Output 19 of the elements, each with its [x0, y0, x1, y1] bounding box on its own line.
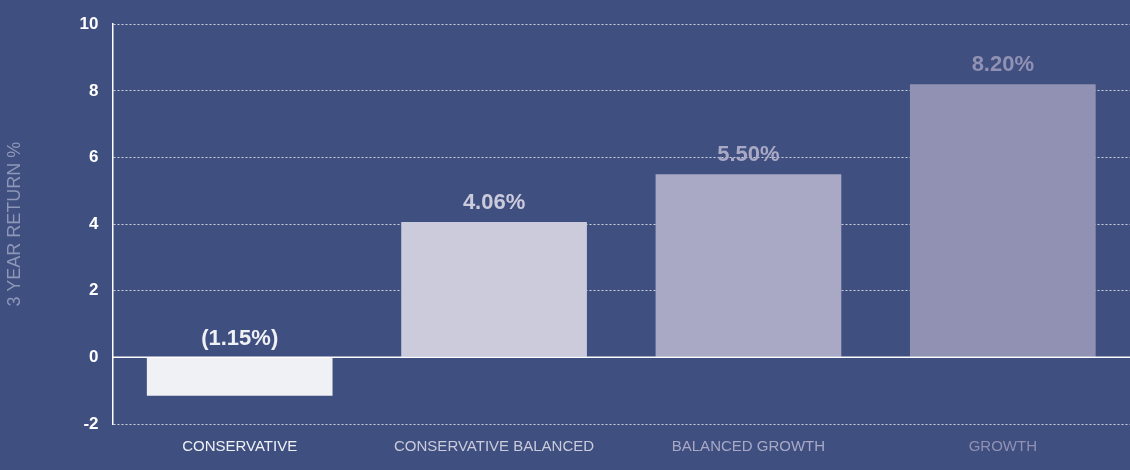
y-tick-label: 2 [89, 280, 99, 300]
x-tick-label: GROWTH [968, 437, 1037, 455]
bar [909, 84, 1096, 357]
data-label: 4.06% [462, 189, 526, 215]
y-tick-label: 8 [89, 80, 99, 100]
bar [146, 357, 333, 396]
data-label: (1.15%) [201, 324, 279, 350]
y-tick-label: 6 [89, 147, 99, 167]
x-tick-label: CONSERVATIVE [182, 437, 298, 455]
y-tick-label: 0 [89, 347, 99, 367]
data-label: 8.20% [971, 51, 1035, 77]
x-tick-label: BALANCED GROWTH [671, 437, 826, 455]
y-tick-label: -2 [83, 413, 99, 433]
y-tick-label: 10 [79, 13, 99, 33]
y-tick-label: 4 [89, 213, 100, 233]
bar [655, 174, 842, 357]
x-tick-label: CONSERVATIVE BALANCED [394, 437, 595, 455]
bar [401, 222, 587, 357]
y-axis-title: 3 YEAR RETURN % [3, 141, 24, 307]
